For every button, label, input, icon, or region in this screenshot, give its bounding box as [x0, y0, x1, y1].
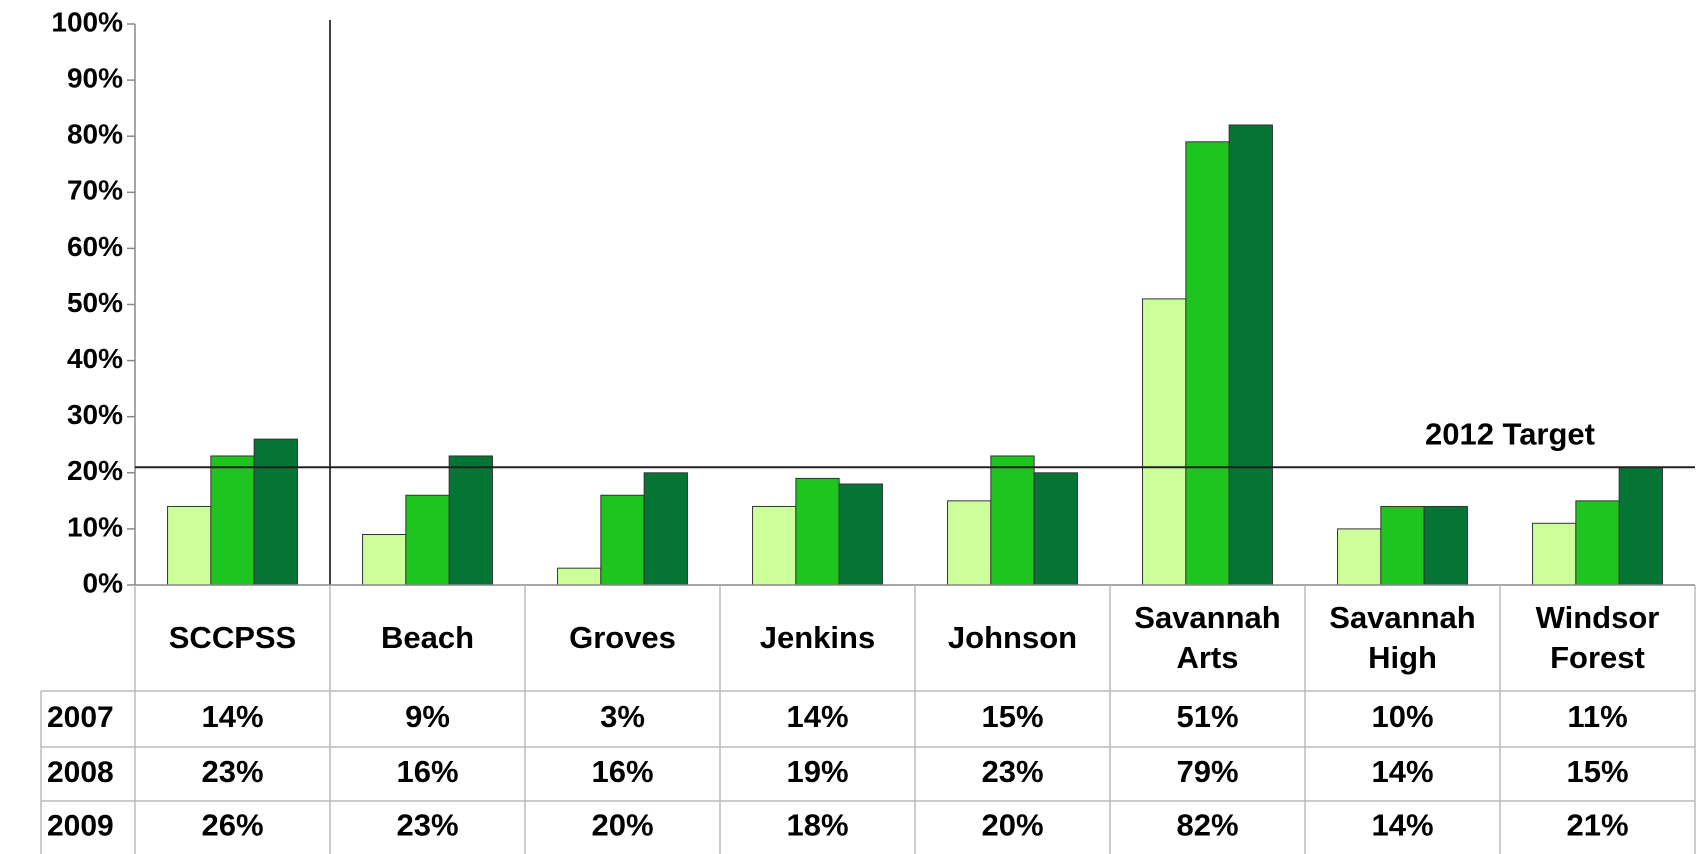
category-label: Windsor Forest [1535, 599, 1660, 675]
bar [1337, 528, 1382, 586]
bar [405, 494, 450, 586]
data-label: 10% [1371, 699, 1433, 734]
data-label: 14% [786, 699, 848, 734]
bar [1142, 298, 1187, 586]
bar [1575, 500, 1620, 586]
bar [600, 494, 645, 586]
bar [362, 534, 407, 586]
category-label: Jenkins [759, 619, 876, 655]
data-label: 14% [1371, 808, 1433, 843]
data-label: 9% [405, 699, 450, 734]
bar [947, 500, 992, 586]
data-label: 16% [396, 754, 458, 789]
data-label: 14% [1371, 754, 1433, 789]
legend-label: 2008 [47, 756, 114, 789]
data-label: 23% [396, 808, 458, 843]
data-label: 3% [600, 699, 645, 734]
data-label: 15% [1566, 754, 1628, 789]
y-tick-label: 40% [67, 343, 123, 374]
legend-label: 2007 [47, 701, 114, 734]
y-tick-label: 50% [67, 287, 123, 318]
y-tick-label: 30% [67, 399, 123, 430]
y-tick-label: 100% [51, 6, 123, 37]
y-tick-label: 90% [67, 62, 123, 93]
data-label: 18% [786, 808, 848, 843]
bar [1618, 466, 1663, 586]
data-label: 82% [1176, 808, 1238, 843]
bar [795, 477, 840, 586]
bar [1532, 522, 1577, 586]
y-tick-label: 80% [67, 119, 123, 150]
bar [1185, 141, 1230, 586]
y-tick-label: 0% [83, 567, 124, 598]
data-label: 79% [1176, 754, 1238, 789]
bar [448, 455, 493, 586]
category-label: Savannah Arts [1134, 599, 1281, 675]
y-tick-label: 10% [67, 511, 123, 542]
bar [1228, 124, 1273, 586]
bar [253, 438, 298, 586]
data-label: 19% [786, 754, 848, 789]
data-label: 26% [201, 808, 263, 843]
data-label: 20% [981, 808, 1043, 843]
data-label: 11% [1567, 699, 1627, 734]
data-label: 20% [591, 808, 653, 843]
y-tick-label: 20% [67, 455, 123, 486]
data-label: 21% [1566, 808, 1628, 843]
category-label: SCCPSS [168, 619, 297, 655]
legend-label: 2009 [47, 809, 114, 842]
category-label: Groves [569, 619, 676, 655]
data-label: 23% [201, 754, 263, 789]
y-tick-label: 60% [67, 231, 123, 262]
bar [838, 483, 883, 586]
target-label: 2012 Target [1425, 416, 1595, 451]
bar [167, 505, 212, 586]
bar [210, 455, 255, 586]
data-label: 14% [201, 699, 263, 734]
data-label: 16% [591, 754, 653, 789]
data-label: 15% [981, 699, 1043, 734]
bar [1380, 505, 1425, 586]
category-label: Johnson [947, 619, 1078, 655]
data-label: 23% [981, 754, 1043, 789]
category-label: Beach [380, 619, 475, 655]
bar [990, 455, 1035, 586]
bar [557, 567, 602, 586]
data-label: 51% [1176, 699, 1238, 734]
category-label: Savannah High [1329, 599, 1476, 675]
bar [1033, 472, 1078, 586]
bar [752, 505, 797, 586]
bar [1423, 505, 1468, 586]
bar [643, 472, 688, 586]
y-tick-label: 70% [67, 175, 123, 206]
